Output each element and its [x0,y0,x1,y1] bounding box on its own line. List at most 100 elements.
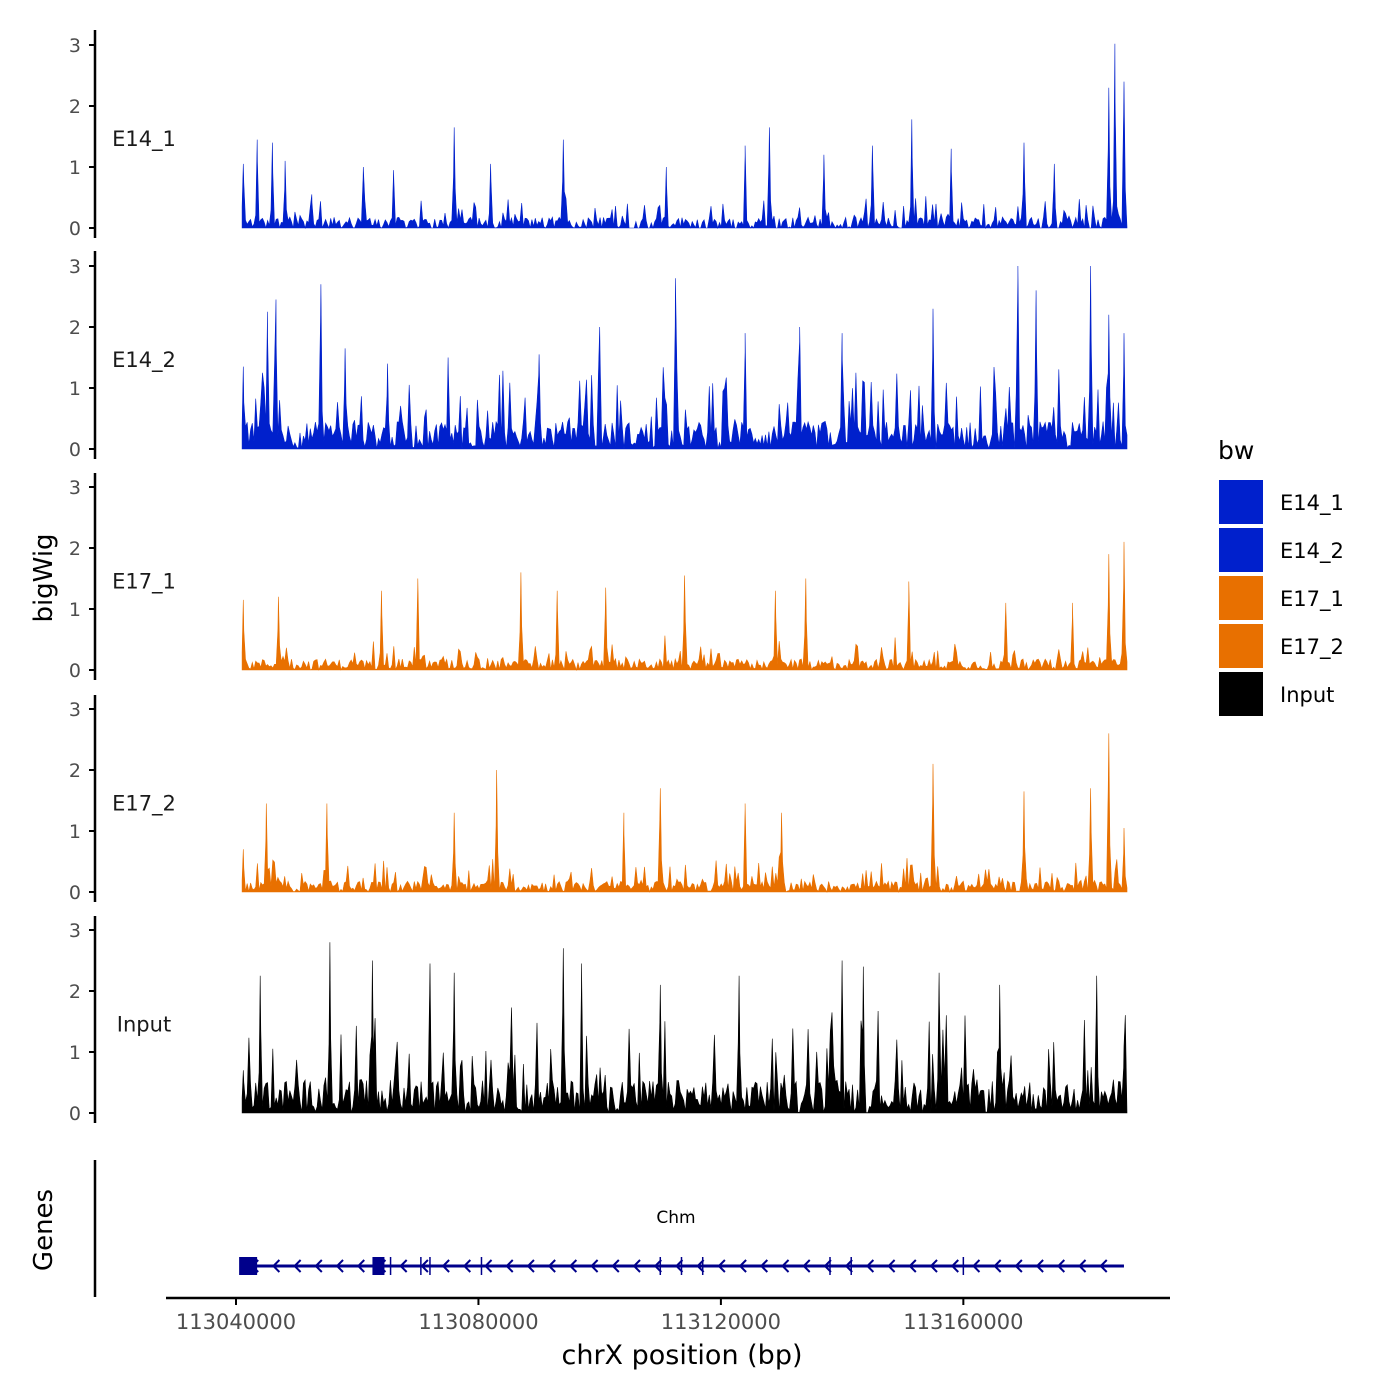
strand-arrow [675,1259,684,1273]
strand-arrow [271,1259,281,1273]
legend-title: bw [1218,436,1254,465]
y-tick-label: 1 [69,378,81,400]
y-tick-label: 1 [69,1042,81,1064]
x-axis-title: chrX position (bp) [561,1340,802,1371]
tracks-layer: 0 1 2 3 E14_1 0 1 2 3 E14_2 0 1 2 3 E17_1 0 1 2 3 E17_2 0 1 2 3… [69,30,1128,1125]
strand-arrow [717,1259,726,1273]
gene-exon-block [372,1257,385,1275]
y-tick-label: 3 [69,920,81,942]
y-tick-label: 2 [69,96,81,118]
legend: bw E14_1 E14_2 E17_1 E17_2 Input [1218,436,1344,716]
strand-arrow [441,1259,450,1273]
y-tick-label: 2 [69,981,81,1003]
track-Input: 0 1 2 3 Input [69,916,1128,1125]
strand-arrow [1014,1259,1023,1273]
strand-arrow [314,1259,323,1273]
strand-arrow [696,1259,705,1273]
y-tick-label: 3 [69,699,81,721]
y-tick-label: 2 [69,317,81,339]
track-label: Input [117,1013,171,1037]
y-axis-title: bigWig [29,533,59,622]
strand-arrow [844,1259,853,1273]
strand-arrow [293,1259,302,1273]
strand-arrow [972,1259,981,1273]
strand-arrow [908,1259,917,1273]
strand-arrow [887,1259,896,1273]
strand-arrow [1035,1259,1044,1273]
strand-arrow [1056,1259,1066,1273]
strand-arrow [547,1259,556,1273]
y-tick-label: 0 [69,660,81,682]
strand-arrow [356,1259,365,1273]
strand-arrow [568,1259,578,1273]
y-tick-label: 1 [69,599,81,621]
strand-arrow [1099,1259,1108,1273]
strand-arrow [505,1259,514,1273]
strand-arrow [399,1259,408,1273]
strand-arrow [865,1259,875,1273]
x-tick-label: 113120000 [661,1310,781,1334]
legend-key-Input [1219,672,1263,716]
x-tick-label: 113160000 [903,1310,1023,1334]
legend-key-E14_1 [1219,480,1263,524]
y-tick-label: 2 [69,760,81,782]
x-tick-label: 113040000 [176,1310,296,1334]
track-label: E17_2 [112,792,176,817]
legend-label-E14_2: E14_2 [1280,539,1344,564]
track-E14_1: 0 1 2 3 E14_1 [69,30,1128,240]
track-E14_2: 0 1 2 3 E14_2 [69,251,1128,461]
coverage-area-E14_1 [241,43,1128,230]
strand-arrow [993,1259,1002,1273]
y-tick-label: 1 [69,157,81,179]
gene-track-layer: Chm [93,1160,1124,1297]
strand-arrow [632,1259,641,1273]
legend-key-E17_2 [1219,624,1263,668]
legend-label-E17_1: E17_1 [1280,587,1344,612]
y-tick-label: 1 [69,821,81,843]
strand-arrow [526,1259,535,1273]
strand-arrow [335,1259,344,1273]
y-tick-label: 3 [69,256,81,278]
y-tick-label: 0 [69,1103,81,1125]
legend-key-E17_1 [1219,576,1263,620]
y-tick-label: 3 [69,477,81,499]
y-tick-label: 2 [69,538,81,560]
strand-arrow [420,1259,429,1273]
coverage-area-E17_2 [241,733,1128,894]
legend-label-E14_1: E14_1 [1280,491,1344,516]
strand-arrow [462,1259,472,1273]
y-tick-label: 0 [69,439,81,461]
strand-arrow [759,1259,769,1273]
gene-exon-block [239,1257,258,1275]
strand-arrow [929,1259,938,1273]
legend-label-Input: Input [1280,683,1334,707]
track-label: E17_1 [112,570,176,595]
track-label: E14_2 [112,348,176,373]
gene-panel-title: Genes [29,1189,59,1271]
strand-arrow [1078,1259,1087,1273]
strand-arrow [738,1259,747,1273]
track-E17_1: 0 1 2 3 E17_1 [69,473,1128,682]
strand-arrow [653,1259,662,1273]
coverage-area-E17_1 [241,541,1128,672]
strand-arrow [950,1259,959,1273]
x-axis: 113040000 113080000 113120000 113160000 [166,1296,1170,1334]
strand-arrow [823,1259,832,1273]
coverage-area-Input [241,942,1128,1114]
legend-key-E14_2 [1219,528,1263,572]
coverage-area-E14_2 [241,265,1128,450]
track-label: E14_1 [112,127,176,152]
y-tick-label: 3 [69,35,81,57]
strand-arrow [611,1259,620,1273]
track-E17_2: 0 1 2 3 E17_2 [69,695,1128,904]
x-tick-label: 113080000 [418,1310,538,1334]
strand-arrow [484,1259,493,1273]
y-tick-label: 0 [69,882,81,904]
strand-arrow [590,1259,599,1273]
strand-arrow [802,1259,811,1273]
gene-name-label: Chm [656,1208,695,1228]
strand-arrow [781,1259,790,1273]
legend-label-E17_2: E17_2 [1280,635,1344,660]
y-tick-label: 0 [69,218,81,240]
